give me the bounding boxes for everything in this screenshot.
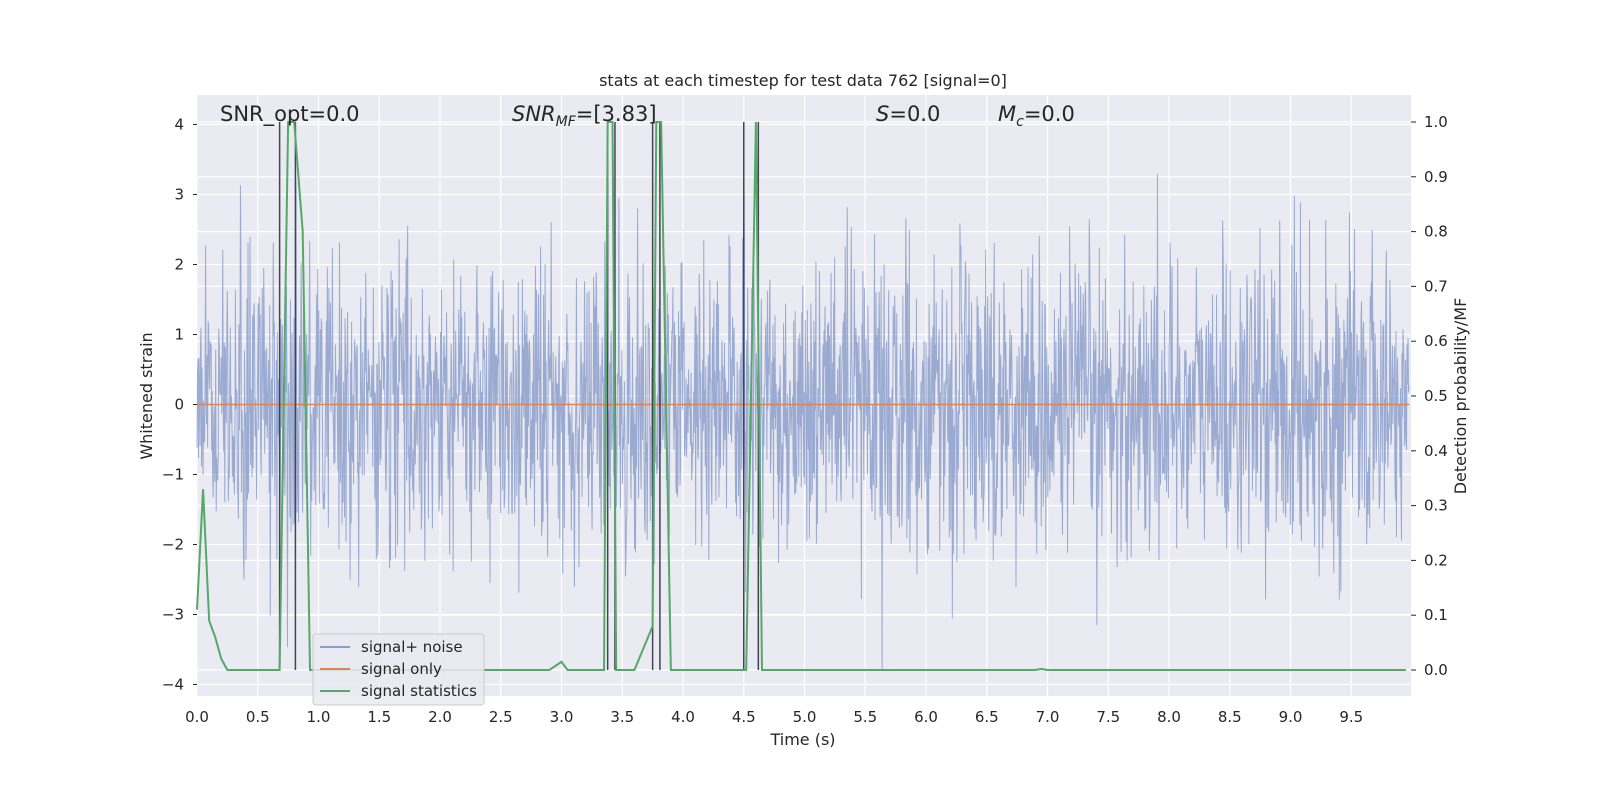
- y-right-tick-label: 0.0: [1424, 661, 1448, 679]
- y-left-ticks: 4 3 2 1 0 −1 −2 −3 −4: [162, 116, 197, 694]
- x-tick-label: 1.0: [307, 708, 331, 726]
- x-tick-label: 6.5: [975, 708, 999, 726]
- y-right-axis-label: Detection probability/MF: [1451, 298, 1470, 495]
- annotation-mc-sub: c: [1016, 114, 1024, 130]
- annotation-mc-base: M: [998, 102, 1016, 126]
- y-right-tick-label: 0.1: [1424, 606, 1448, 624]
- y-right-tick-label: 0.4: [1424, 442, 1448, 460]
- annotation-snr-mf-sub: MF: [556, 114, 577, 130]
- annotation-snr-mf-value: =[3.83]: [576, 102, 657, 126]
- x-tick-label: 9.0: [1279, 708, 1303, 726]
- annotation-mc: Mc=0.0: [998, 102, 1075, 130]
- y-left-tick-label: 0: [174, 396, 184, 414]
- vertical-markers: [278, 122, 760, 670]
- y-left-tick-label: −3: [162, 606, 184, 624]
- legend-box: [312, 633, 485, 706]
- y-left-axis-label: Whitened strain: [137, 332, 156, 459]
- annotation-s: S=0.0: [876, 102, 940, 126]
- y-right-tick-label: 0.5: [1424, 387, 1448, 405]
- y-left-tick-label: −1: [162, 466, 184, 484]
- signal-plus-noise-line: [196, 173, 1410, 671]
- y-right-tick-label: 0.3: [1424, 497, 1448, 515]
- y-right-ticks: 1.0 0.9 0.8 0.7 0.6 0.5 0.4 0.3 0.2 0.1 0.0: [1411, 113, 1448, 679]
- y-right-tick-label: 0.9: [1424, 168, 1448, 186]
- x-tick-label: 5.5: [853, 708, 877, 726]
- x-tick-label: 9.5: [1339, 708, 1363, 726]
- annotation-s-symbol: S: [876, 102, 889, 126]
- x-ticks: 0.0 0.5 1.0 1.5 2.0 2.5 3.0 3.5 4.0 4.5 5.0 5.5 6.0 6…: [185, 708, 1363, 726]
- y-left-tick-label: −2: [162, 536, 184, 554]
- chart-title: stats at each timestep for test data 762…: [599, 71, 1007, 90]
- y-left-tick-label: 1: [174, 326, 184, 344]
- x-tick-label: 5.0: [793, 708, 817, 726]
- x-tick-label: 7.5: [1096, 708, 1120, 726]
- x-tick-label: 0.5: [246, 708, 270, 726]
- legend: signal+ noise signal only signal statist…: [312, 633, 485, 706]
- x-tick-label: 0.0: [185, 708, 209, 726]
- y-right-tick-label: 0.2: [1424, 551, 1448, 569]
- x-tick-label: 1.5: [367, 708, 391, 726]
- x-tick-label: 4.0: [671, 708, 695, 726]
- x-tick-label: 3.5: [610, 708, 634, 726]
- legend-label-signal-plus-noise: signal+ noise: [361, 638, 463, 656]
- annotation-mc-value: =0.0: [1024, 102, 1075, 126]
- x-axis-label: Time (s): [769, 730, 835, 749]
- legend-label-signal-statistics: signal statistics: [361, 682, 477, 700]
- annotation-snr-mf: SNRMF=[3.83]: [512, 102, 657, 130]
- signal-statistics-line: [196, 121, 1406, 671]
- x-tick-label: 8.5: [1218, 708, 1242, 726]
- y-left-tick-label: −4: [162, 676, 184, 694]
- y-left-tick-label: 2: [174, 256, 184, 274]
- annotation-snr-opt: SNR_opt=0.0: [220, 102, 360, 127]
- x-tick-label: 4.5: [732, 708, 756, 726]
- annotation-snr-mf-base: SNR: [512, 102, 556, 126]
- y-right-tick-label: 0.7: [1424, 277, 1448, 295]
- x-tick-label: 2.0: [428, 708, 452, 726]
- annotation-s-value: =0.0: [889, 102, 940, 126]
- y-right-tick-label: 0.6: [1424, 332, 1448, 350]
- series-signal-statistics: [196, 121, 1406, 671]
- y-right-tick-label: 0.8: [1424, 223, 1448, 241]
- y-left-tick-label: 3: [174, 186, 184, 204]
- legend-label-signal-only: signal only: [361, 660, 442, 678]
- series-signal-plus-noise: [196, 173, 1410, 671]
- x-tick-label: 8.0: [1157, 708, 1181, 726]
- x-tick-label: 3.0: [550, 708, 574, 726]
- x-tick-label: 2.5: [489, 708, 513, 726]
- x-tick-label: 7.0: [1036, 708, 1060, 726]
- y-right-tick-label: 1.0: [1424, 113, 1448, 131]
- y-left-tick-label: 4: [174, 116, 184, 134]
- x-tick-label: 6.0: [914, 708, 938, 726]
